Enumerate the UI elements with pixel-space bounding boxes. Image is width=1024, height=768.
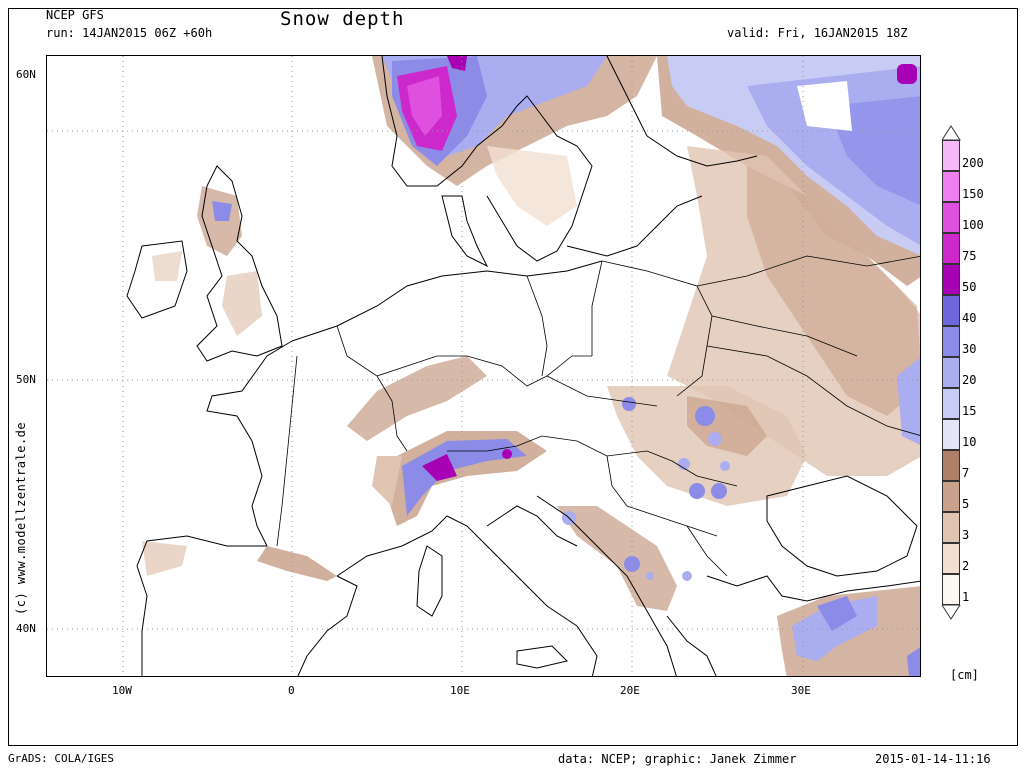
colorbar-segment: [942, 202, 960, 233]
colorbar-level-label: 30: [962, 342, 977, 356]
colorbar-segment: [942, 512, 960, 543]
colorbar-level-label: 1: [962, 590, 970, 604]
colorbar-bottom-arrow: [942, 605, 961, 620]
colorbar-segment: [942, 326, 960, 357]
colorbar-level-label: 100: [962, 218, 984, 232]
colorbar-segment: [942, 450, 960, 481]
colorbar-level-label: 15: [962, 404, 977, 418]
colorbar-segment: [942, 419, 960, 450]
colorbar-segment: [942, 543, 960, 574]
lat-label-50n: 50N: [16, 373, 36, 386]
lat-label-60n: 60N: [16, 68, 36, 81]
colorbar-segment: [942, 233, 960, 264]
lon-label-20e: 20E: [620, 684, 640, 697]
colorbar-level-label: 10: [962, 435, 977, 449]
credit-watermark: (c) www.modellzentrale.de: [14, 421, 28, 615]
lon-label-30e: 30E: [791, 684, 811, 697]
lat-label-40n: 40N: [16, 622, 36, 635]
lon-label-10e: 10E: [450, 684, 470, 697]
colorbar-segment: [942, 264, 960, 295]
colorbar-level-label: 200: [962, 156, 984, 170]
colorbar-segment: [942, 295, 960, 326]
colorbar-top-arrow: [942, 125, 961, 141]
model-label: NCEP GFS: [46, 8, 104, 22]
colorbar-level-label: 75: [962, 249, 977, 263]
colorbar-segment: [942, 574, 960, 605]
colorbar-level-label: 20: [962, 373, 977, 387]
valid-time-label: valid: Fri, 16JAN2015 18Z: [727, 26, 908, 40]
snow-depth-field: [142, 56, 920, 676]
map-title: Snow depth: [280, 8, 405, 30]
run-label: run: 14JAN2015 06Z +60h: [46, 26, 213, 40]
colorbar-level-label: 2: [962, 559, 970, 573]
snow-depth-map: [46, 55, 921, 677]
colorbar-level-label: 3: [962, 528, 970, 542]
footer-left: GrADS: COLA/IGES: [8, 752, 114, 765]
footer-right: 2015-01-14-11:16: [875, 752, 991, 766]
colorbar-segment: [942, 140, 960, 171]
unit-label: [cm]: [950, 668, 979, 682]
colorbar-segment: [942, 388, 960, 419]
colorbar-segment: [942, 357, 960, 388]
colorbar-level-label: 5: [962, 497, 970, 511]
colorbar-level-label: 50: [962, 280, 977, 294]
colorbar-level-label: 7: [962, 466, 970, 480]
colorbar-segment: [942, 481, 960, 512]
lon-label-10w: 10W: [112, 684, 132, 697]
graticule: [47, 56, 920, 676]
figure-frame: [8, 8, 1018, 746]
coastlines: [126, 56, 920, 676]
lon-label-0: 0: [288, 684, 295, 697]
map-canvas: [47, 56, 920, 676]
colorbar-level-label: 40: [962, 311, 977, 325]
country-borders: [276, 255, 920, 577]
colorbar-level-label: 150: [962, 187, 984, 201]
footer-center: data: NCEP; graphic: Janek Zimmer: [558, 752, 797, 766]
colorbar-segment: [942, 171, 960, 202]
